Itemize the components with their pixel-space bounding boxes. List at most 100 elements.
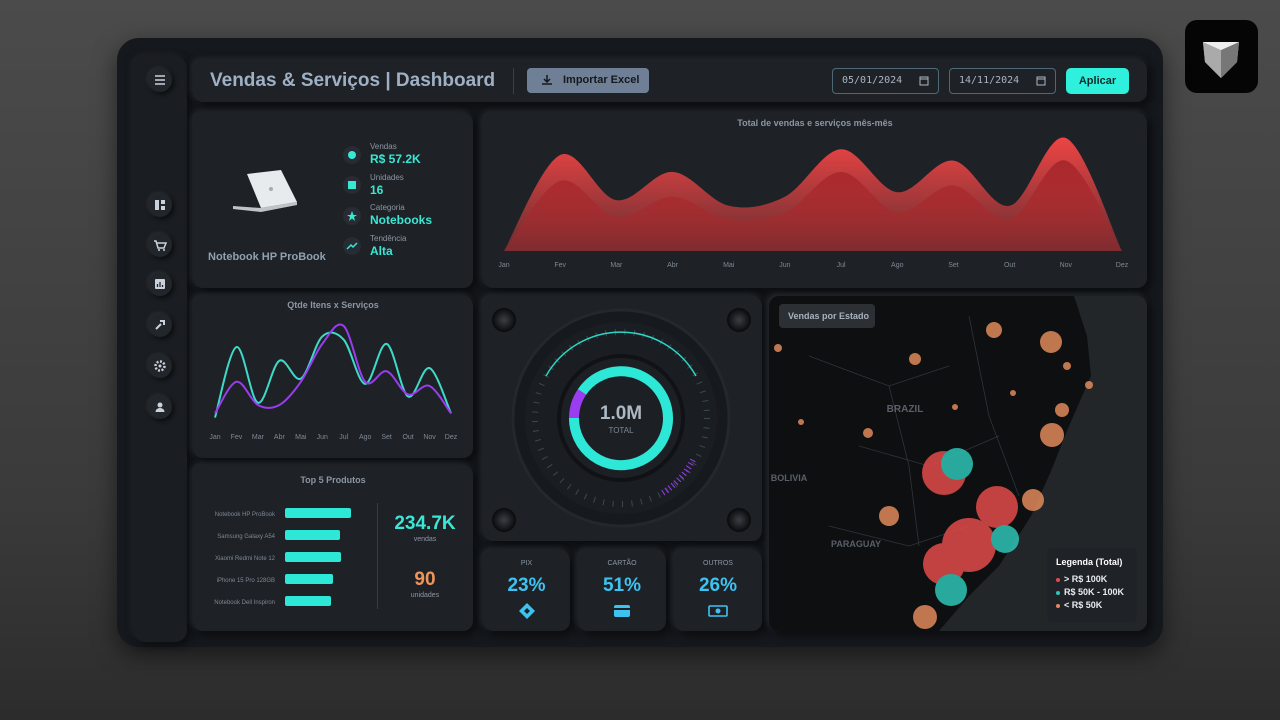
legend-dot: [1056, 590, 1060, 595]
menu-button[interactable]: [148, 68, 172, 92]
x-tick-label: Set: [381, 434, 392, 441]
stat-icon: [343, 146, 361, 164]
payment-label: PIX: [520, 560, 533, 567]
stat-label: Tendência: [370, 234, 407, 243]
chart-title: Top 5 Produtos: [300, 475, 365, 485]
line-chart: Qtde Itens x Serviços Jan Fev Mar Abr Mai Jun…: [209, 300, 457, 441]
x-tick-label: Ago: [359, 434, 372, 441]
x-tick-label: Abr: [274, 434, 286, 441]
product-name: Notebook HP ProBook: [208, 251, 326, 263]
area-chart: Total de vendas e serviços mês-mês Jan Fe…: [498, 118, 1129, 269]
apply-button[interactable]: Aplicar: [1066, 68, 1129, 94]
x-tick-label: Set: [948, 262, 959, 269]
date-end-input[interactable]: 14/11/2024: [949, 68, 1056, 94]
laptop-image: [233, 170, 297, 212]
x-tick-label: Mai: [723, 262, 735, 269]
stat-label: Vendas: [370, 142, 397, 151]
stat-value: R$ 57.2K: [370, 152, 421, 166]
nav-reports[interactable]: [148, 272, 172, 296]
chart-title: Qtde Itens x Serviços: [287, 300, 379, 310]
x-tick-label: Jun: [317, 434, 328, 441]
payment-label: OUTROS: [703, 560, 733, 567]
map-label: PARAGUAY: [831, 539, 881, 549]
x-tick-label: Abr: [667, 262, 679, 269]
payment-card: OUTROS 26%: [674, 550, 762, 631]
nav-tools[interactable]: [148, 313, 172, 337]
stat-icon: [343, 207, 361, 225]
stat-value: Alta: [370, 244, 393, 258]
payment-value: 26%: [698, 575, 738, 596]
nav-dashboard[interactable]: [148, 193, 172, 217]
x-tick-label: Jun: [779, 262, 790, 269]
legend-item: > R$ 100K: [1056, 574, 1107, 584]
sales-total: 234.7K: [394, 513, 456, 534]
x-tick-label: Mai: [295, 434, 307, 441]
stat-value: 16: [370, 183, 384, 197]
top-products-card: Top 5 Produtos Notebook HP ProBook Samsun…: [193, 465, 473, 631]
y-tick-label: iPhone 15 Pro 128GB: [217, 578, 275, 584]
x-tick-label: Dez: [1116, 262, 1129, 269]
x-tick-label: Nov: [423, 434, 436, 441]
x-tick-label: Mar: [252, 434, 265, 441]
logo-icon: [1203, 42, 1239, 78]
x-tick-label: Jul: [339, 434, 348, 441]
stat-icon: [343, 237, 361, 255]
bar: [285, 596, 331, 606]
nav-profile[interactable]: [148, 395, 172, 419]
payment-card: CARTÃO 51%: [578, 550, 666, 631]
area: [504, 160, 1122, 251]
x-tick-label: Out: [1004, 262, 1015, 269]
map-label: BRAZIL: [887, 404, 924, 415]
bar: [285, 574, 333, 584]
stat-label: Categoria: [370, 203, 405, 212]
map-label: BOLIVIA: [771, 473, 808, 483]
stat-value: Notebooks: [370, 213, 433, 227]
x-tick-label: Jan: [209, 434, 220, 441]
logo: [1185, 20, 1258, 93]
x-tick-label: Fev: [231, 434, 243, 441]
units-label: unidades: [410, 592, 440, 599]
legend-dot: [1056, 603, 1060, 608]
legend-label: < R$ 50K: [1064, 600, 1103, 610]
gauge: 1.0M TOTAL: [492, 308, 751, 532]
legend-title: Legenda (Total): [1056, 557, 1123, 567]
date-end: 14/11/2024: [959, 75, 1020, 86]
chart-title: Total de vendas e serviços mês-mês: [737, 118, 892, 128]
bar: [285, 552, 341, 562]
map-title: Vendas por Estado: [788, 311, 870, 321]
nav-cart[interactable]: [148, 233, 172, 257]
payment-value: 23%: [507, 575, 546, 596]
date-start: 05/01/2024: [842, 75, 903, 86]
bar: [285, 530, 340, 540]
map-title-box: Vendas por Estado: [779, 304, 875, 328]
payment-value: 51%: [602, 575, 642, 596]
dashboard-title: Vendas & Serviços | Dashboard: [210, 70, 496, 91]
payment-label: CARTÃO: [607, 560, 637, 567]
date-start-input[interactable]: 05/01/2024: [832, 68, 939, 94]
import-button-label: Importar Excel: [563, 74, 640, 86]
y-tick-label: Notebook Dell Inspiron: [214, 600, 275, 606]
gauge-value: 1.0M: [600, 403, 642, 424]
x-tick-label: Jan: [498, 262, 509, 269]
legend-item: R$ 50K - 100K: [1056, 587, 1124, 597]
x-tick-label: Nov: [1060, 262, 1073, 269]
map-legend: Legenda (Total) > R$ 100K R$ 50K - 100K < …: [1047, 548, 1137, 622]
legend-label: > R$ 100K: [1064, 574, 1108, 584]
sales-label: vendas: [413, 536, 437, 543]
import-button[interactable]: Importar Excel: [527, 68, 649, 93]
line: [214, 331, 452, 418]
stat-icon: [343, 176, 361, 194]
line-chart-card: Qtde Itens x Serviços Jan Fev Mar Abr Mai Jun…: [193, 296, 473, 458]
x-tick-label: Out: [402, 434, 413, 441]
payment-card: PIX 23%: [483, 550, 570, 631]
bar-chart: Top 5 Produtos Notebook HP ProBook Samsun…: [214, 475, 366, 606]
bar: [285, 508, 351, 518]
map: BRAZIL BOLIVIA PARAGUAY: [769, 296, 1093, 631]
nav-settings[interactable]: [148, 354, 172, 378]
y-tick-label: Notebook HP ProBook: [215, 512, 276, 518]
y-tick-label: Samsung Galaxy A54: [217, 534, 275, 540]
map-card: BRAZIL BOLIVIA PARAGUAY Vendas por Estad…: [769, 296, 1147, 631]
x-tick-label: Mar: [610, 262, 623, 269]
apply-button-label: Aplicar: [1078, 75, 1117, 87]
